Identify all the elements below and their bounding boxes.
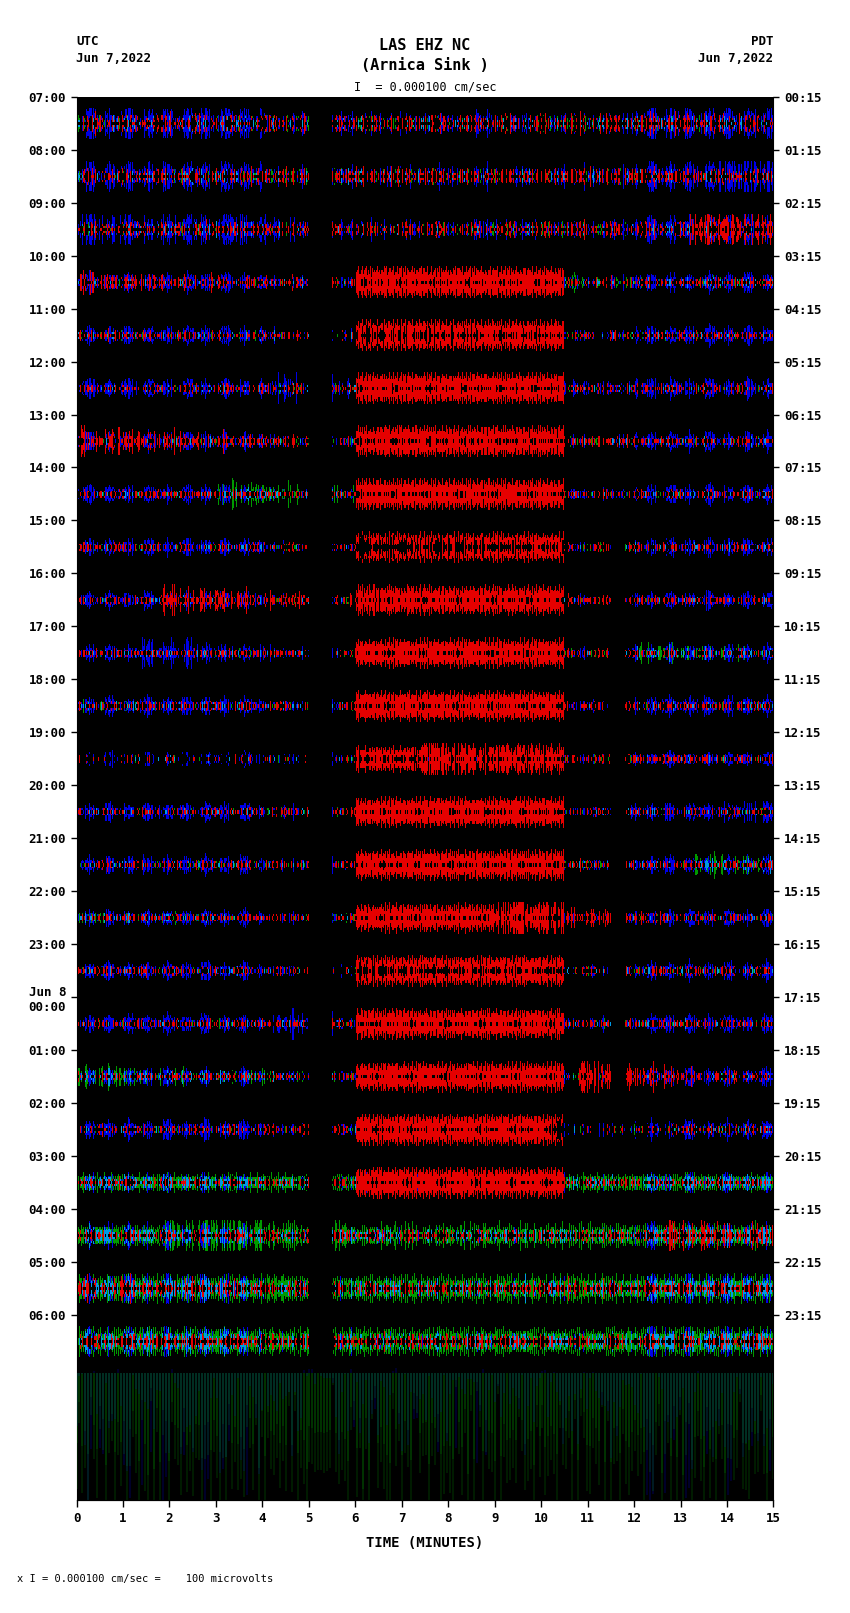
Text: Jun 7,2022: Jun 7,2022 (699, 52, 774, 65)
Text: UTC: UTC (76, 35, 99, 48)
Text: Jun 7,2022: Jun 7,2022 (76, 52, 151, 65)
Text: I  = 0.000100 cm/sec: I = 0.000100 cm/sec (354, 81, 496, 94)
Text: PDT: PDT (751, 35, 774, 48)
Text: x I = 0.000100 cm/sec =    100 microvolts: x I = 0.000100 cm/sec = 100 microvolts (17, 1574, 273, 1584)
Text: LAS EHZ NC: LAS EHZ NC (379, 39, 471, 53)
X-axis label: TIME (MINUTES): TIME (MINUTES) (366, 1536, 484, 1550)
Text: (Arnica Sink ): (Arnica Sink ) (361, 58, 489, 73)
